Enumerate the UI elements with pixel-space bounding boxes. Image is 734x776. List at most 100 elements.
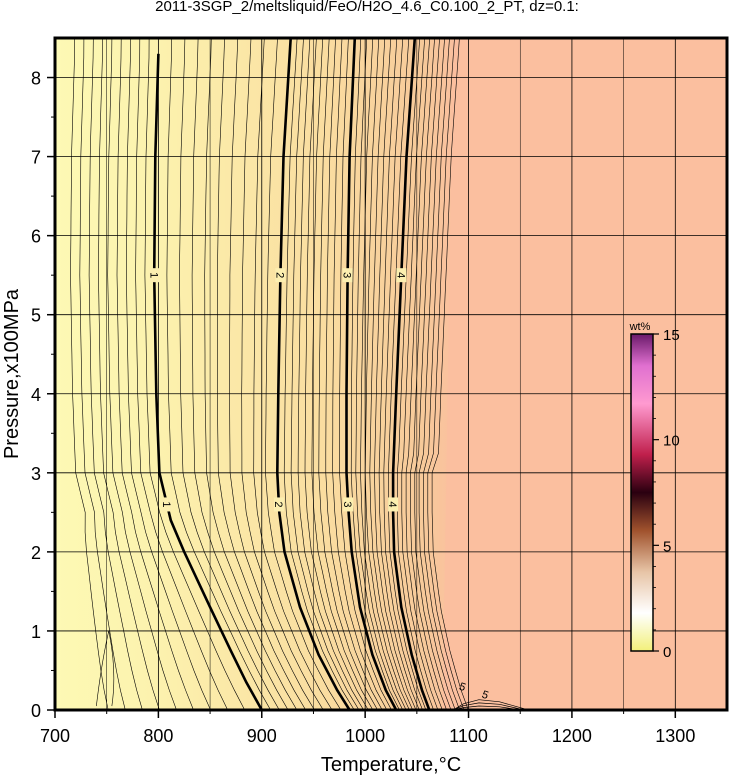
minor-contour — [364, 38, 410, 710]
minor-contour — [452, 702, 525, 710]
contour-label-lower-1-bg — [162, 497, 172, 512]
contour-label-lower-4-bg — [388, 497, 399, 512]
x-tick-label: 900 — [247, 726, 277, 746]
colorbar-tick-label: 10 — [663, 433, 680, 450]
minor-contour — [452, 699, 529, 710]
minor-contour — [410, 38, 447, 710]
contour-label-4-bg — [396, 268, 407, 283]
contour-label-lower-2: 2 — [272, 497, 284, 512]
minor-contour — [427, 38, 465, 710]
major-contours — [152, 38, 431, 710]
contour-labels: 1 2 3 4 1 2 3 4 55 — [147, 268, 490, 702]
colorbar-tick-label: 0 — [663, 644, 671, 661]
contour-label-3-bg — [342, 268, 353, 283]
minor-contour — [253, 38, 333, 710]
inset-label-1: 5 — [480, 689, 490, 702]
minor-contour — [355, 38, 404, 710]
minor-contour — [283, 38, 355, 710]
x-tick-label: 1100 — [449, 726, 488, 746]
contour-label-lower-3-bg — [343, 497, 354, 512]
y-tick-label: 5 — [31, 306, 41, 326]
minor-contour — [70, 38, 109, 710]
minor-contour — [135, 38, 228, 710]
contour-label-4-text: 4 — [394, 272, 406, 278]
chart-title: 2011-3SGP_2/meltsliquid/FeO/H2O_4.6_C0.1… — [155, 0, 579, 15]
y-ticks: 0 1 2 3 4 5 6 7 8 — [31, 69, 55, 721]
minor-contour — [369, 38, 413, 710]
x-tick-label: 1300 — [655, 726, 695, 746]
contour-label-lower-2-text: 2 — [272, 501, 284, 507]
y-tick-label: 0 — [31, 701, 41, 721]
y-tick-label: 4 — [31, 385, 41, 405]
x-tick-label: 1200 — [552, 726, 592, 746]
minor-contour — [431, 38, 469, 710]
colorbar-label: wt% — [629, 321, 651, 333]
minor-contour — [88, 38, 143, 710]
minor-contour — [405, 38, 443, 710]
contour-label-4: 4 — [394, 268, 407, 283]
y-tick-label: 1 — [31, 622, 41, 642]
contour-label-lower-2-bg — [273, 497, 284, 512]
x-axis-label: Temperature,°C — [321, 754, 461, 776]
high-value-region — [442, 38, 727, 710]
minor-contour — [241, 38, 324, 710]
y-tick-label: 7 — [31, 148, 41, 168]
contour-label-lower-4-text: 4 — [386, 501, 398, 507]
color-field — [55, 38, 727, 710]
minor-contour — [378, 38, 420, 710]
contour-label-1-bg — [149, 268, 160, 283]
y-tick-label: 6 — [31, 227, 41, 247]
colorbar-tick-label: 15 — [663, 327, 680, 344]
minor-contour — [217, 38, 306, 710]
contour-label-lower-3-text: 3 — [341, 501, 353, 507]
contour-label-3: 3 — [341, 268, 353, 283]
contour-label-2: 2 — [273, 268, 286, 283]
minor-contours — [70, 38, 529, 710]
inset-label-0: 5 — [457, 681, 467, 694]
colorbar: wt% 0 5 10 15 — [629, 321, 680, 661]
minor-contour — [290, 38, 360, 710]
minor-contour — [144, 38, 245, 710]
minor-contour — [397, 38, 434, 710]
x-tick-label: 1000 — [345, 726, 385, 746]
contour-label-2-bg — [275, 268, 286, 283]
major-contour-2 — [275, 38, 351, 710]
minor-contour — [179, 38, 280, 710]
x-ticks: 700 800 900 1000 1100 1200 1300 — [40, 710, 695, 746]
minor-contour — [383, 38, 423, 710]
minor-contour — [96, 630, 115, 707]
minor-contour — [166, 38, 271, 710]
minor-contour — [204, 38, 298, 710]
contour-label-1-text: 1 — [147, 272, 159, 278]
colorbar-tick-label: 5 — [663, 538, 671, 555]
major-contour-1 — [152, 53, 263, 710]
minor-contour — [79, 38, 126, 710]
contour-label-lower-1: 1 — [160, 497, 172, 512]
y-axis-label: Pressure,x100MPa — [1, 288, 23, 459]
minor-contour — [423, 38, 460, 710]
plot-frame — [53, 36, 729, 712]
minor-contour — [350, 38, 400, 710]
minor-contour — [388, 38, 427, 710]
minor-contour — [98, 38, 160, 710]
minor-contour — [229, 38, 315, 710]
minor-contour — [414, 38, 452, 710]
minor-contour — [325, 38, 383, 710]
minor-contour — [360, 38, 407, 710]
minor-contour — [304, 38, 369, 710]
x-tick-label: 800 — [143, 726, 173, 746]
y-tick-label: 3 — [31, 464, 41, 484]
minor-contour — [332, 38, 388, 710]
minor-contour — [116, 38, 194, 710]
minor-contour — [374, 38, 417, 710]
x-tick-label: 700 — [40, 726, 70, 746]
contour-label-3-text: 3 — [341, 272, 353, 278]
minor-contour — [339, 38, 392, 710]
major-contour-3 — [345, 38, 398, 710]
y-tick-label: 2 — [31, 543, 41, 563]
minor-contour — [318, 38, 378, 710]
contour-label-lower-4: 4 — [386, 497, 399, 512]
minor-contour — [297, 38, 364, 710]
contour-label-lower-3: 3 — [341, 497, 354, 512]
